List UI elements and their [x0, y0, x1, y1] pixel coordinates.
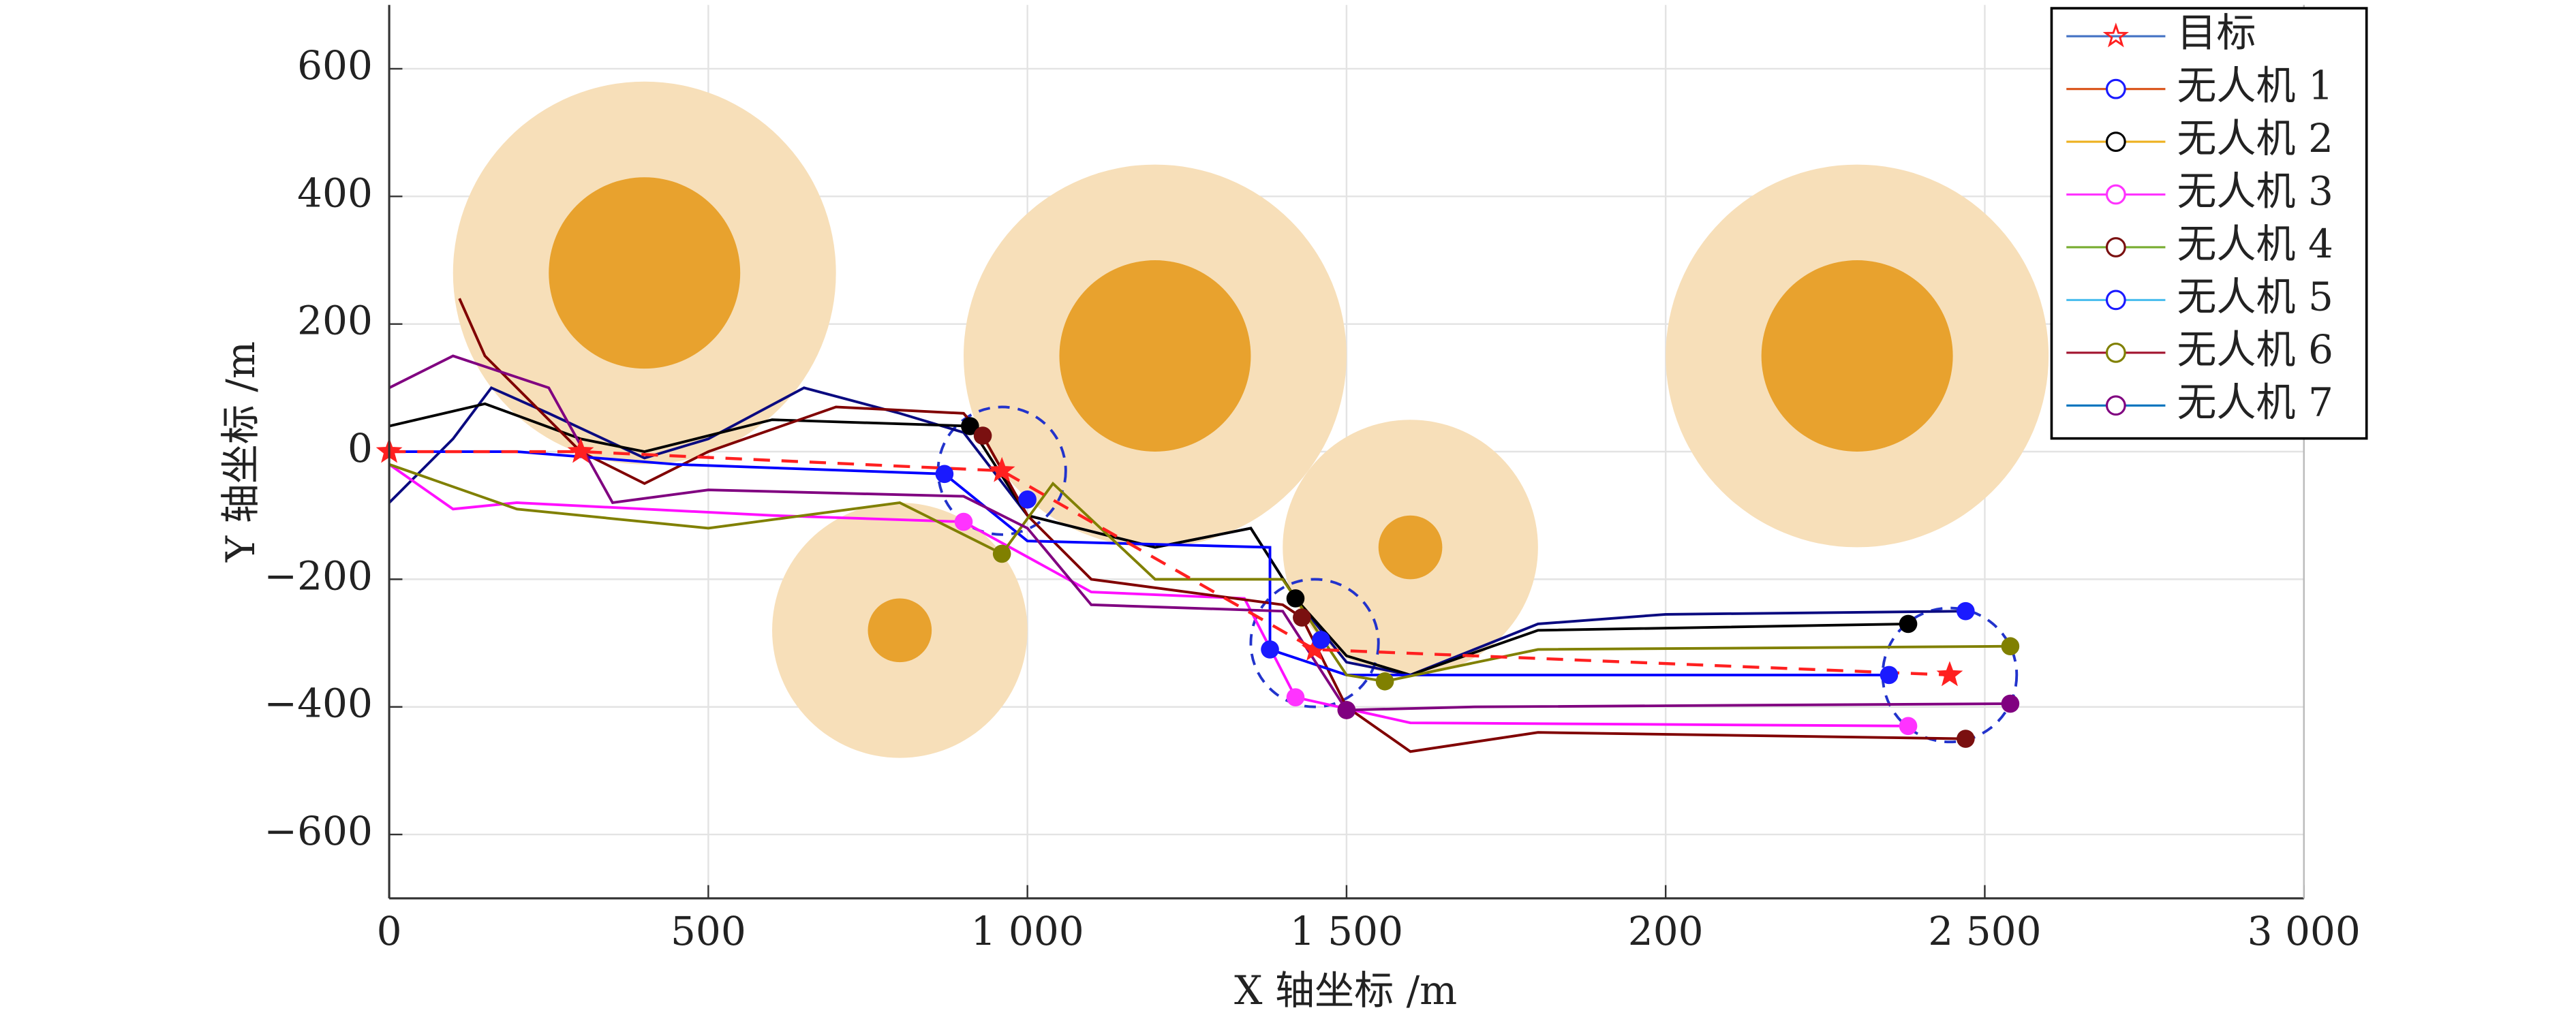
legend-marker: [2105, 342, 2126, 363]
obstacle-inner: [1378, 515, 1443, 580]
legend-label: 无人机 7: [2177, 379, 2333, 425]
uav-marker: [1957, 601, 1975, 621]
formation-circle: [1881, 606, 2019, 744]
uav-marker: [1286, 688, 1305, 706]
uav-marker: [935, 465, 954, 484]
x-tick-label: 3 000: [2248, 908, 2361, 954]
legend-marker: [2105, 290, 2126, 311]
y-tick-label: 0: [348, 425, 373, 471]
obstacle-inner: [1761, 260, 1953, 452]
x-axis-label: X 轴坐标 /m: [1234, 967, 1457, 1014]
x-tick-label: 1 500: [1290, 908, 1403, 954]
y-tick-label: −400: [264, 680, 372, 727]
target-marker: [1936, 661, 1963, 687]
uav-marker: [992, 544, 1011, 563]
legend-label: 无人机 3: [2177, 168, 2333, 215]
legend-label: 无人机 2: [2177, 115, 2333, 161]
trajectory: [388, 354, 2010, 712]
uav-marker: [973, 426, 992, 445]
uav-marker: [1018, 490, 1037, 509]
y-tick-label: −200: [264, 552, 372, 599]
legend-label: 无人机 1: [2177, 63, 2333, 109]
legend-label: 目标: [2177, 10, 2256, 56]
legend-box: [2050, 7, 2368, 440]
uav-marker: [1293, 608, 1311, 627]
y-tick-label: 200: [297, 298, 373, 344]
formation-circle: [1249, 578, 1380, 708]
uav-marker: [2001, 694, 2020, 713]
x-tick-label: 1 000: [971, 908, 1084, 954]
trajectory: [388, 402, 1909, 676]
uav-marker: [2001, 637, 2020, 656]
legend-label: 无人机 6: [2177, 326, 2333, 373]
uav-marker: [1899, 614, 1918, 633]
legend-marker: [2105, 131, 2126, 152]
y-axis-label: Y 轴坐标 /m: [217, 341, 264, 563]
legend-marker: [2105, 184, 2126, 205]
legend-marker: [2105, 237, 2126, 257]
uav-marker: [1899, 717, 1918, 736]
target-marker: [988, 456, 1015, 482]
x-tick-label: 500: [671, 908, 746, 954]
y-tick-label: −600: [264, 808, 372, 854]
obstacle-inner: [868, 598, 932, 663]
legend-marker: [2102, 22, 2129, 48]
uav-marker: [961, 417, 979, 435]
x-tick-label: 200: [1628, 908, 1704, 954]
trajectory: [389, 450, 1889, 676]
legend-label: 无人机 4: [2177, 221, 2333, 267]
uav-marker: [1880, 666, 1899, 685]
uav-marker: [954, 512, 973, 531]
uav-marker: [1261, 640, 1279, 659]
target-path: [389, 450, 1950, 677]
uav-marker: [1957, 730, 1975, 748]
uav-marker: [1312, 631, 1330, 649]
target-marker: [567, 437, 594, 463]
trajectory: [388, 463, 2010, 683]
legend-marker: [2105, 395, 2126, 416]
uav-marker: [1286, 589, 1305, 608]
uav-marker: [1375, 672, 1394, 691]
legend-marker: [2105, 78, 2126, 99]
y-tick-label: 400: [297, 170, 373, 216]
y-tick-label: 600: [297, 42, 373, 89]
obstacle-inner: [549, 177, 741, 369]
obstacle-inner: [1059, 260, 1251, 452]
uav-marker: [1337, 701, 1356, 719]
x-tick-label: 2 500: [1928, 908, 2041, 954]
x-tick-label: 0: [377, 908, 402, 954]
legend-label: 无人机 5: [2177, 273, 2333, 319]
